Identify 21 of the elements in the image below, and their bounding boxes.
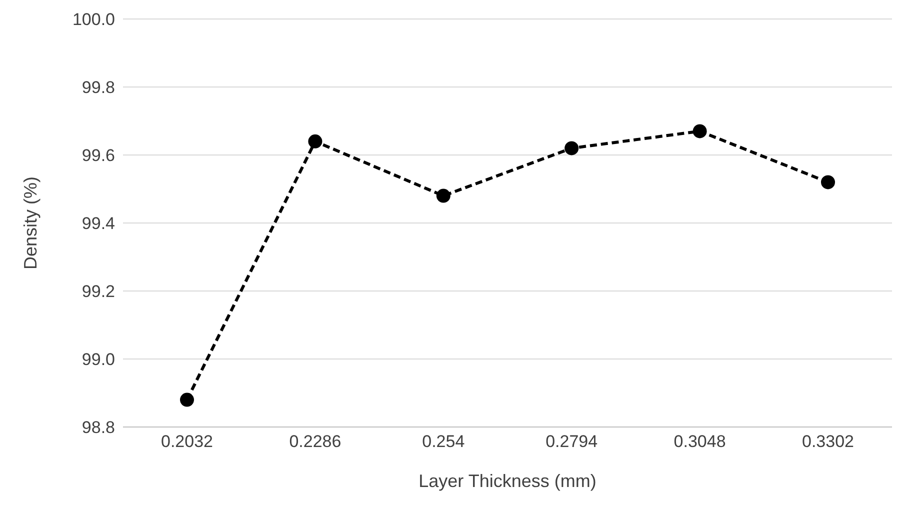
y-tick-label: 100.0: [72, 10, 115, 30]
point: [436, 188, 450, 203]
point: [180, 392, 194, 407]
y-tick-label: 99.4: [82, 214, 115, 234]
point: [692, 124, 707, 138]
x-tick-label: 0.3048: [674, 432, 726, 452]
point: [564, 141, 579, 156]
y-tick-label: 99.6: [82, 146, 115, 166]
point: [308, 134, 322, 148]
y-axis-title: Density (%): [20, 176, 40, 270]
y-tick-label: 99.2: [82, 282, 115, 302]
point: [821, 175, 835, 190]
x-tick-label: 0.2032: [161, 432, 213, 452]
x-tick-label: 0.2286: [289, 432, 342, 452]
y-tick-label: 99.8: [82, 78, 115, 98]
x-tick-label: 0.3302: [802, 432, 854, 452]
x-tick-label: 0.254: [422, 432, 465, 452]
x-tick-label: 0.2794: [546, 432, 598, 452]
y-tick-label: 98.8: [82, 418, 115, 438]
y-tick-label: 99.0: [82, 350, 115, 370]
x-axis-title: Layer Thickness (mm): [418, 471, 596, 491]
